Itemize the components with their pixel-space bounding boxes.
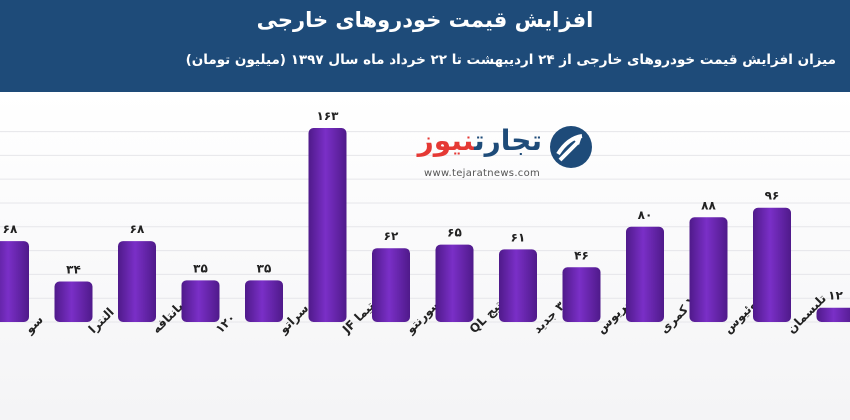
bar — [689, 217, 728, 322]
bar-value-label: ۸۰ — [638, 208, 653, 222]
bar — [626, 226, 664, 322]
bar — [816, 307, 850, 322]
bar-value-label: ۱۶۳ — [317, 109, 340, 123]
bar — [499, 249, 537, 322]
chart-header: افزایش قیمت خودروهای خارجی میزان افزایش … — [0, 0, 850, 92]
logo-text-part2: نیوز — [417, 124, 475, 157]
logo-text: تجارتنیوز — [418, 124, 542, 157]
chart-subtitle: میزان افزایش قیمت خودروهای خارجی از ۲۴ ا… — [185, 52, 836, 68]
bar-value-label: ۱۲ — [828, 289, 843, 303]
bar-value-label: ۳۴ — [66, 263, 81, 277]
bar-value-label: ۹۶ — [765, 189, 780, 203]
bar — [0, 241, 29, 322]
tejarat-news-logo-icon — [550, 126, 592, 168]
bar-group: ۱۲داستر تک دیفرانسیل — [816, 239, 850, 336]
bar — [181, 280, 220, 322]
bar-value-label: ۶۲ — [384, 229, 399, 243]
bar-value-label: ۴۶ — [574, 248, 589, 262]
logo-text-part1: تجارت — [474, 124, 542, 157]
logo-url: www.tejaratnews.com — [424, 168, 541, 179]
bar — [118, 241, 156, 322]
bar — [245, 280, 283, 322]
bar — [562, 267, 601, 322]
bar-value-label: ۶۱ — [511, 230, 526, 244]
bar-value-label: ۳۵ — [193, 261, 208, 275]
bar — [435, 244, 474, 322]
bar — [308, 128, 347, 322]
bar-value-label: ۳۵ — [257, 261, 272, 275]
bar-value-label: ۸۸ — [701, 198, 716, 212]
tejarat-news-logo: تجارتنیوز www.tejaratnews.com — [414, 122, 594, 188]
chart-title: افزایش قیمت خودروهای خارجی — [256, 8, 594, 32]
bar-value-label: ۶۸ — [3, 222, 18, 236]
bar — [372, 248, 410, 322]
bar — [753, 207, 791, 322]
bar-value-label: ۶۵ — [447, 226, 462, 240]
bar — [54, 281, 93, 322]
bar-value-label: ۶۸ — [130, 222, 145, 236]
